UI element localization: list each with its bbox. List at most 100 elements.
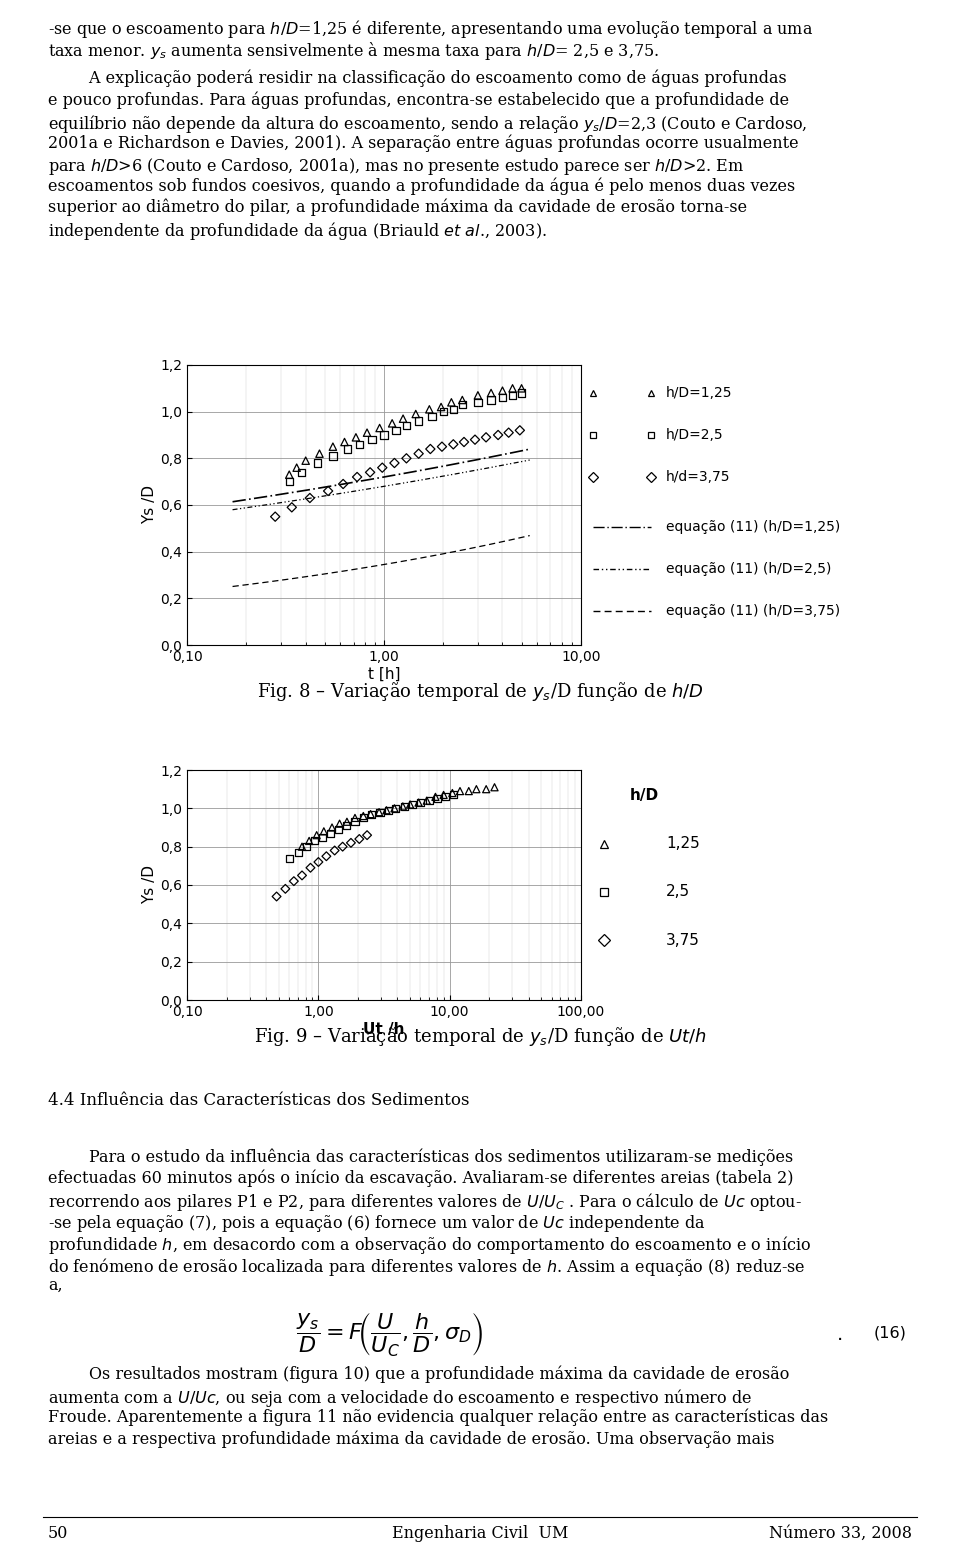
Point	[420, 789, 435, 814]
Point	[387, 450, 402, 475]
Text: e pouco profundas. Para águas profundas, encontra-se estabelecido que a profundi: e pouco profundas. Para águas profundas,…	[48, 91, 789, 108]
Point	[355, 803, 371, 828]
Point	[380, 798, 396, 823]
Point	[290, 840, 305, 865]
Point	[514, 381, 529, 405]
Point	[398, 413, 414, 438]
Text: h/d=3,75: h/d=3,75	[666, 470, 731, 484]
Point	[505, 384, 520, 408]
Point	[302, 486, 318, 511]
Text: 2001a e Richardson e Davies, 2001). A separação entre águas profundas ocorre usu: 2001a e Richardson e Davies, 2001). A se…	[48, 135, 799, 152]
Point	[384, 412, 399, 436]
Point	[470, 384, 486, 408]
Y-axis label: Ys /D: Ys /D	[143, 486, 157, 524]
Y-axis label: Ys /D: Ys /D	[143, 865, 157, 905]
Text: (16): (16)	[874, 1326, 906, 1341]
Point	[445, 783, 461, 808]
Point	[372, 800, 387, 825]
Text: a,: a,	[48, 1276, 62, 1293]
Point	[398, 446, 414, 470]
Point	[494, 385, 510, 410]
Point	[396, 794, 411, 818]
Text: escoamentos sob fundos coesivos, quando a profundidade da água é pelo menos duas: escoamentos sob fundos coesivos, quando …	[48, 176, 795, 195]
Point	[281, 469, 297, 493]
Text: para $h/D$>6 (Couto e Cardoso, 2001a), mas no presente estudo parece ser $h/D$>2: para $h/D$>6 (Couto e Cardoso, 2001a), m…	[48, 156, 744, 176]
Point	[295, 834, 310, 859]
Point	[359, 823, 374, 848]
Text: h/D: h/D	[630, 789, 659, 803]
Point	[445, 398, 461, 422]
Point	[311, 849, 326, 874]
Point	[269, 885, 284, 910]
Text: h/D=1,25: h/D=1,25	[666, 387, 732, 401]
Point	[505, 376, 520, 401]
Text: aumenta com a $U/Uc$, ou seja com a velocidade do escoamento e respectivo número: aumenta com a $U/Uc$, ou seja com a velo…	[48, 1388, 752, 1409]
Point	[501, 421, 516, 446]
Point	[374, 455, 390, 480]
Point	[455, 393, 470, 418]
Point	[323, 821, 338, 846]
Text: 4.4 Influência das Características dos Sedimentos: 4.4 Influência das Características dos S…	[48, 1092, 469, 1109]
Point	[319, 843, 334, 868]
Text: recorrendo aos pilares P1 e P2, para diferentes valores de $U/U_C$ . Para o cálc: recorrendo aos pilares P1 e P2, para dif…	[48, 1191, 802, 1213]
Point	[436, 783, 451, 808]
Point	[468, 777, 484, 801]
Point	[284, 495, 300, 520]
Text: superior ao diâmetro do pilar, a profundidade máxima da cavidade de erosão torna: superior ao diâmetro do pilar, a profund…	[48, 198, 747, 217]
Point	[306, 829, 322, 854]
Point	[514, 376, 529, 401]
Point	[349, 464, 365, 489]
Point	[298, 449, 313, 473]
Point	[455, 388, 470, 413]
Point	[325, 435, 341, 459]
Point	[452, 778, 468, 803]
Point	[324, 815, 340, 840]
Point	[355, 806, 371, 831]
Text: Froude. Aparentemente a figura 11 não evidencia qualquer relação entre as caract: Froude. Aparentemente a figura 11 não ev…	[48, 1408, 828, 1426]
Point	[295, 863, 310, 888]
Point	[339, 814, 354, 838]
Point	[335, 472, 350, 497]
Point	[365, 427, 380, 452]
Text: Fig. 9 – Variação temporal de $y_s$/D função de $Ut/h$: Fig. 9 – Variação temporal de $y_s$/D fu…	[253, 1026, 707, 1047]
Text: 1,25: 1,25	[666, 835, 700, 851]
Point	[470, 390, 486, 415]
Point	[286, 869, 301, 894]
Point	[376, 422, 392, 447]
Point	[405, 792, 420, 817]
Text: equação (11) (h/D=3,75): equação (11) (h/D=3,75)	[666, 605, 840, 619]
Point	[299, 834, 314, 859]
Text: Fig. 8 – Variação temporal de $y_s$/D função de $h/D$: Fig. 8 – Variação temporal de $y_s$/D fu…	[256, 681, 704, 702]
Text: efectuadas 60 minutos após o início da escavação. Avaliaram-se diferentes areias: efectuadas 60 minutos após o início da e…	[48, 1170, 794, 1187]
Point	[421, 398, 437, 422]
Point	[421, 789, 437, 814]
Text: areias e a respectiva profundidade máxima da cavidade de erosão. Uma observação : areias e a respectiva profundidade máxim…	[48, 1429, 775, 1448]
Point	[456, 430, 471, 455]
Text: 2,5: 2,5	[666, 885, 690, 899]
Point	[351, 826, 367, 851]
Point	[430, 786, 445, 811]
Point	[461, 778, 476, 803]
Point	[310, 450, 325, 475]
Point	[268, 504, 283, 529]
Point	[424, 404, 440, 429]
Point	[327, 838, 343, 863]
Text: independente da profundidade da água (Briauld $et$ $al$., 2003).: independente da profundidade da água (Br…	[48, 220, 547, 241]
Point	[321, 478, 336, 503]
Text: -se pela equação (7), pois a equação (6) fornece um valor de $Uc$ independente d: -se pela equação (7), pois a equação (6)…	[48, 1213, 706, 1233]
Point	[301, 829, 317, 854]
Text: A explicação poderá residir na classificação do escoamento como de águas profund: A explicação poderá residir na classific…	[48, 70, 787, 87]
Point	[494, 379, 510, 404]
Point	[434, 435, 449, 459]
Text: Número 33, 2008: Número 33, 2008	[769, 1525, 912, 1542]
Text: equilíbrio não depende da altura do escoamento, sendo a relação $y_s$/$D$=2,3 (C: equilíbrio não depende da altura do esco…	[48, 113, 807, 135]
Point	[408, 402, 423, 427]
Text: Os resultados mostram (figura 10) que a profundidade máxima da cavidade de erosã: Os resultados mostram (figura 10) que a …	[48, 1366, 789, 1383]
Point	[339, 809, 354, 834]
Text: Para o estudo da influência das características dos sedimentos utilizaram-se med: Para o estudo da influência das caracter…	[48, 1148, 793, 1165]
Text: equação (11) (h/D=1,25): equação (11) (h/D=1,25)	[666, 520, 840, 534]
Point	[348, 809, 363, 834]
Point	[433, 394, 448, 419]
Point	[335, 834, 350, 859]
Point	[478, 425, 493, 450]
